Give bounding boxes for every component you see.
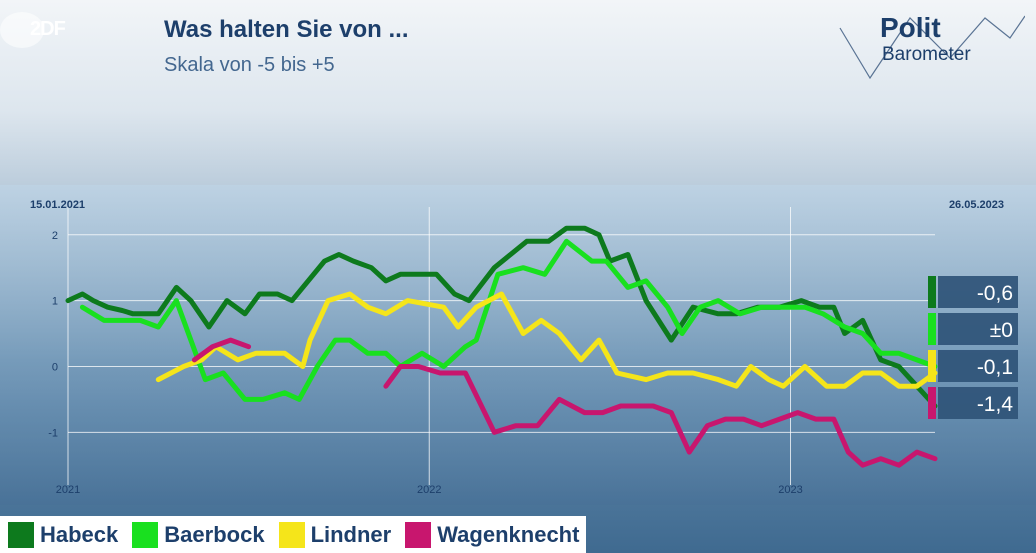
chart-subtitle: Skala von -5 bis +5 — [164, 54, 335, 76]
broadcaster-logo-icon — [0, 12, 44, 48]
date-end-label: 26.05.2023 — [949, 199, 1004, 211]
series-line-lindner — [155, 291, 938, 389]
end-value-marker-wagenknecht — [928, 387, 936, 419]
legend-label-habeck: Habeck — [40, 521, 119, 547]
line-chart: 2 1 0 -1 2021 2022 2023 15.01.2021 26.05.2023 -0,… — [30, 199, 1018, 496]
brand-barometer: Barometer — [882, 44, 971, 65]
end-value-box-baerbock — [938, 313, 1018, 345]
legend-swatch-lindner — [278, 521, 305, 548]
end-value-box-lindner — [938, 350, 1018, 382]
end-value-marker-baerbock — [928, 313, 936, 345]
legend-swatch-wagenknecht — [405, 521, 432, 548]
x-tick-label: 2021 — [56, 484, 80, 496]
end-value-label-lindner: -0,1 — [977, 356, 1013, 379]
series-line-baerbock — [79, 238, 938, 402]
chart-title: Was halten Sie von ... — [164, 16, 409, 43]
end-value-marker-habeck — [928, 276, 936, 308]
legend-label-wagenknecht: Wagenknecht — [437, 521, 580, 547]
end-value-label-habeck: -0,6 — [977, 282, 1013, 305]
broadcaster-logo-text: 2DF — [30, 18, 66, 40]
end-value-label-baerbock: ±0 — [990, 319, 1013, 342]
y-tick-label: 0 — [52, 361, 58, 373]
end-value-box-habeck — [938, 276, 1018, 308]
brand-polit: Polit — [880, 12, 941, 43]
legend-label-lindner: Lindner — [310, 521, 392, 547]
legend-swatch-baerbock — [132, 521, 159, 548]
legend: Habeck Baerbock Lindner Wagenknecht — [0, 516, 586, 553]
series-line-wagenknecht-segment-2 — [383, 364, 938, 468]
legend-item-baerbock: Baerbock — [132, 521, 265, 548]
legend-label-baerbock: Baerbock — [164, 521, 265, 547]
chart-panel — [0, 185, 1036, 505]
legend-swatch-habeck — [8, 521, 34, 548]
x-tick-label: 2023 — [778, 484, 802, 496]
date-start-label: 15.01.2021 — [30, 199, 85, 211]
y-tick-label: -1 — [48, 427, 58, 439]
series-line-habeck — [65, 225, 938, 409]
y-tick-label: 2 — [52, 230, 58, 242]
legend-item-habeck: Habeck — [8, 521, 119, 548]
end-value-box-wagenknecht — [938, 387, 1018, 419]
end-value-marker-lindner — [928, 350, 936, 382]
series-line-wagenknecht — [191, 337, 252, 363]
y-tick-label: 1 — [52, 296, 58, 308]
legend-item-lindner: Lindner — [278, 521, 392, 548]
politbarometer-logo-icon — [839, 15, 1025, 80]
end-value-label-wagenknecht: -1,4 — [977, 393, 1014, 416]
x-tick-label: 2022 — [417, 484, 441, 496]
legend-item-wagenknecht: Wagenknecht — [405, 521, 580, 548]
